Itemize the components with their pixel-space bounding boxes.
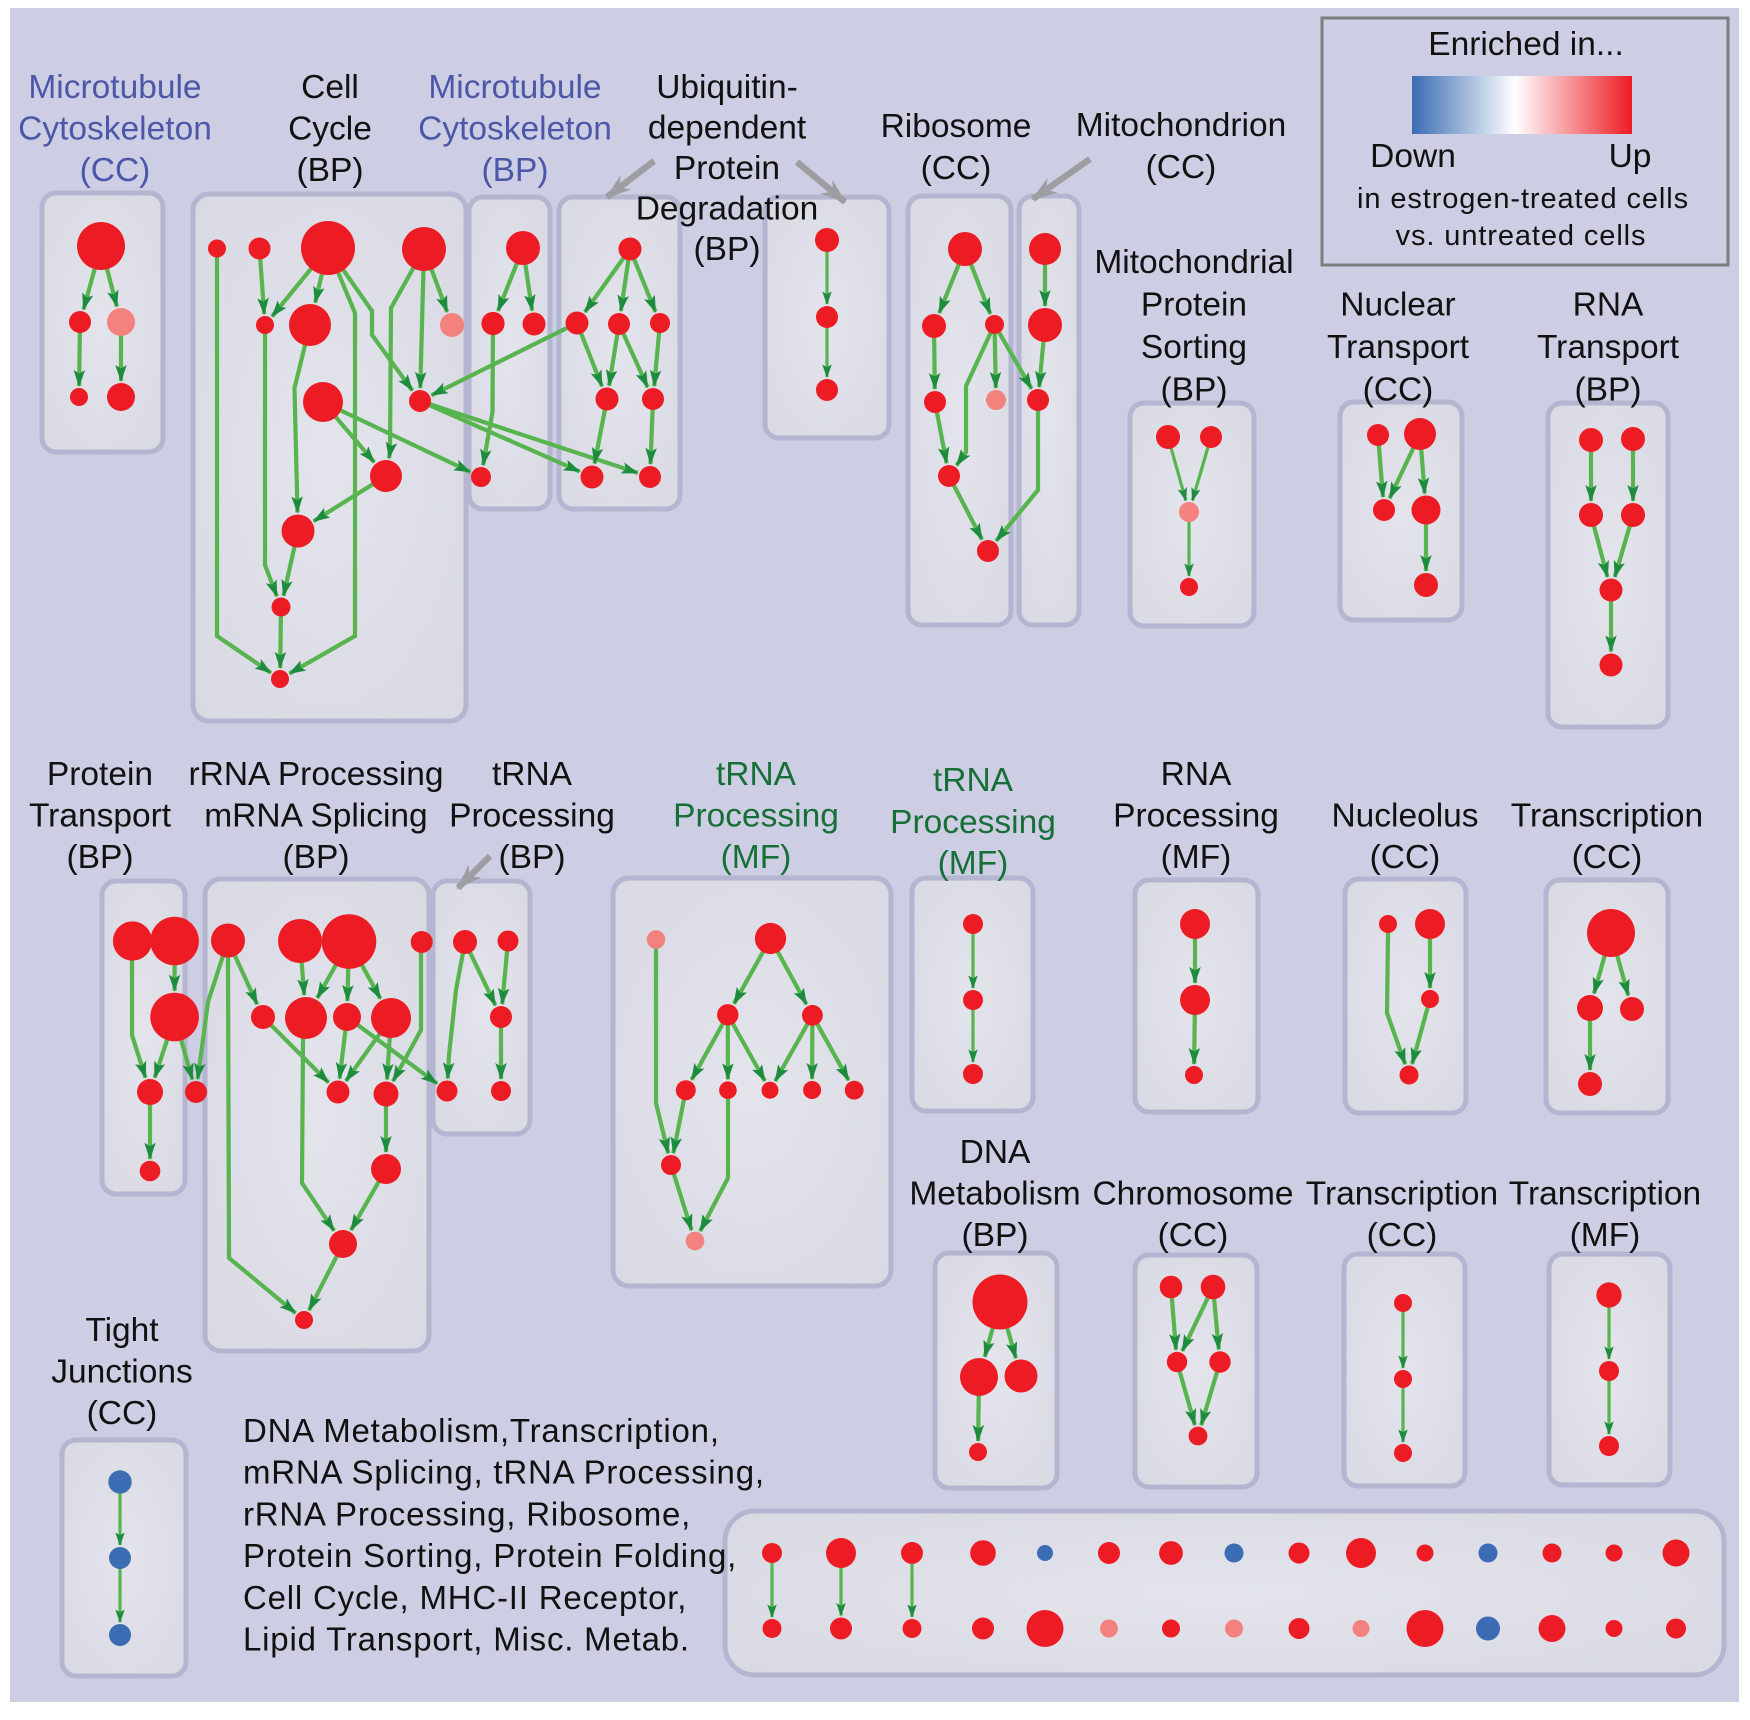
svg-text:Degradation: Degradation	[636, 191, 819, 228]
svg-text:Nucleolus: Nucleolus	[1331, 798, 1478, 835]
svg-text:Processing: Processing	[673, 798, 839, 835]
svg-text:dependent: dependent	[648, 110, 807, 147]
svg-text:Ubiquitin-: Ubiquitin-	[656, 69, 798, 106]
svg-text:Cell Cycle, MHC-II Receptor,: Cell Cycle, MHC-II Receptor,	[243, 1579, 687, 1616]
svg-text:Transport: Transport	[29, 798, 172, 835]
svg-text:(MF): (MF)	[938, 845, 1009, 882]
svg-text:Transcription: Transcription	[1509, 1176, 1701, 1213]
svg-text:(CC): (CC)	[921, 150, 992, 187]
svg-text:(BP): (BP)	[283, 839, 350, 876]
svg-text:(MF): (MF)	[1570, 1217, 1641, 1254]
svg-text:(BP): (BP)	[1161, 372, 1228, 409]
svg-text:Transport: Transport	[1537, 329, 1680, 366]
svg-text:(CC): (CC)	[1572, 839, 1643, 876]
svg-text:Protein: Protein	[1141, 287, 1247, 324]
svg-text:RNA: RNA	[1573, 287, 1644, 324]
svg-text:(BP): (BP)	[694, 231, 761, 268]
svg-text:Protein Sorting, Protein Foldi: Protein Sorting, Protein Folding,	[243, 1537, 737, 1574]
svg-text:(CC): (CC)	[1367, 1217, 1438, 1254]
svg-text:Protein: Protein	[674, 150, 780, 187]
svg-text:Cytoskeleton: Cytoskeleton	[18, 111, 212, 148]
svg-text:Mitochondrion: Mitochondrion	[1076, 107, 1286, 144]
svg-text:in estrogen-treated cells: in estrogen-treated cells	[1357, 183, 1689, 215]
svg-text:Microtubule: Microtubule	[428, 69, 601, 106]
svg-text:Mitochondrial: Mitochondrial	[1094, 244, 1293, 281]
svg-text:Nuclear: Nuclear	[1340, 287, 1455, 324]
svg-text:Chromosome: Chromosome	[1092, 1176, 1293, 1213]
svg-text:Ribosome: Ribosome	[881, 108, 1032, 145]
svg-text:Microtubule: Microtubule	[28, 69, 201, 106]
svg-text:Tight: Tight	[85, 1312, 159, 1349]
svg-text:(MF): (MF)	[721, 839, 792, 876]
svg-text:vs. untreated cells: vs. untreated cells	[1396, 220, 1647, 252]
svg-text:Cytoskeleton: Cytoskeleton	[418, 111, 612, 148]
svg-text:(CC): (CC)	[1370, 839, 1441, 876]
svg-text:tRNA: tRNA	[716, 756, 797, 793]
svg-text:Metabolism: Metabolism	[909, 1176, 1080, 1213]
svg-text:tRNA: tRNA	[933, 762, 1014, 799]
svg-text:Lipid Transport, Misc. Metab.: Lipid Transport, Misc. Metab.	[243, 1621, 690, 1658]
svg-text:RNA: RNA	[1161, 756, 1232, 793]
svg-text:(BP): (BP)	[499, 839, 566, 876]
svg-text:Processing: Processing	[890, 804, 1056, 841]
svg-text:(BP): (BP)	[67, 839, 134, 876]
svg-text:(MF): (MF)	[1161, 839, 1232, 876]
svg-text:Enriched in...: Enriched in...	[1428, 26, 1624, 63]
svg-text:Processing: Processing	[1113, 798, 1279, 835]
svg-text:DNA Metabolism,Transcription,: DNA Metabolism,Transcription,	[243, 1412, 720, 1449]
svg-text:Transport: Transport	[1327, 329, 1470, 366]
svg-text:Transcription: Transcription	[1306, 1176, 1498, 1213]
svg-text:(BP): (BP)	[297, 152, 364, 189]
svg-text:(BP): (BP)	[962, 1217, 1029, 1254]
svg-text:DNA: DNA	[960, 1134, 1031, 1171]
svg-text:(CC): (CC)	[1146, 149, 1217, 186]
svg-text:(CC): (CC)	[1158, 1217, 1229, 1254]
svg-text:(BP): (BP)	[482, 152, 549, 189]
svg-text:mRNA Splicing: mRNA Splicing	[204, 798, 427, 835]
svg-text:Transcription: Transcription	[1511, 798, 1703, 835]
svg-text:Down: Down	[1370, 138, 1456, 175]
svg-text:Up: Up	[1609, 138, 1652, 175]
svg-text:Junctions: Junctions	[51, 1354, 193, 1391]
svg-text:(CC): (CC)	[80, 152, 151, 189]
svg-text:Processing: Processing	[449, 798, 615, 835]
svg-text:(BP): (BP)	[1575, 372, 1642, 409]
svg-text:(CC): (CC)	[87, 1395, 158, 1432]
svg-text:Sorting: Sorting	[1141, 329, 1247, 366]
svg-text:rRNA Processing: rRNA Processing	[188, 756, 443, 793]
svg-text:Cell: Cell	[301, 69, 359, 106]
svg-text:rRNA Processing, Ribosome,: rRNA Processing, Ribosome,	[243, 1495, 691, 1532]
svg-text:tRNA: tRNA	[492, 756, 573, 793]
svg-text:(CC): (CC)	[1363, 372, 1434, 409]
svg-text:mRNA Splicing, tRNA Processing: mRNA Splicing, tRNA Processing,	[243, 1454, 765, 1491]
svg-text:Cycle: Cycle	[288, 111, 372, 148]
svg-text:Protein: Protein	[47, 756, 153, 793]
